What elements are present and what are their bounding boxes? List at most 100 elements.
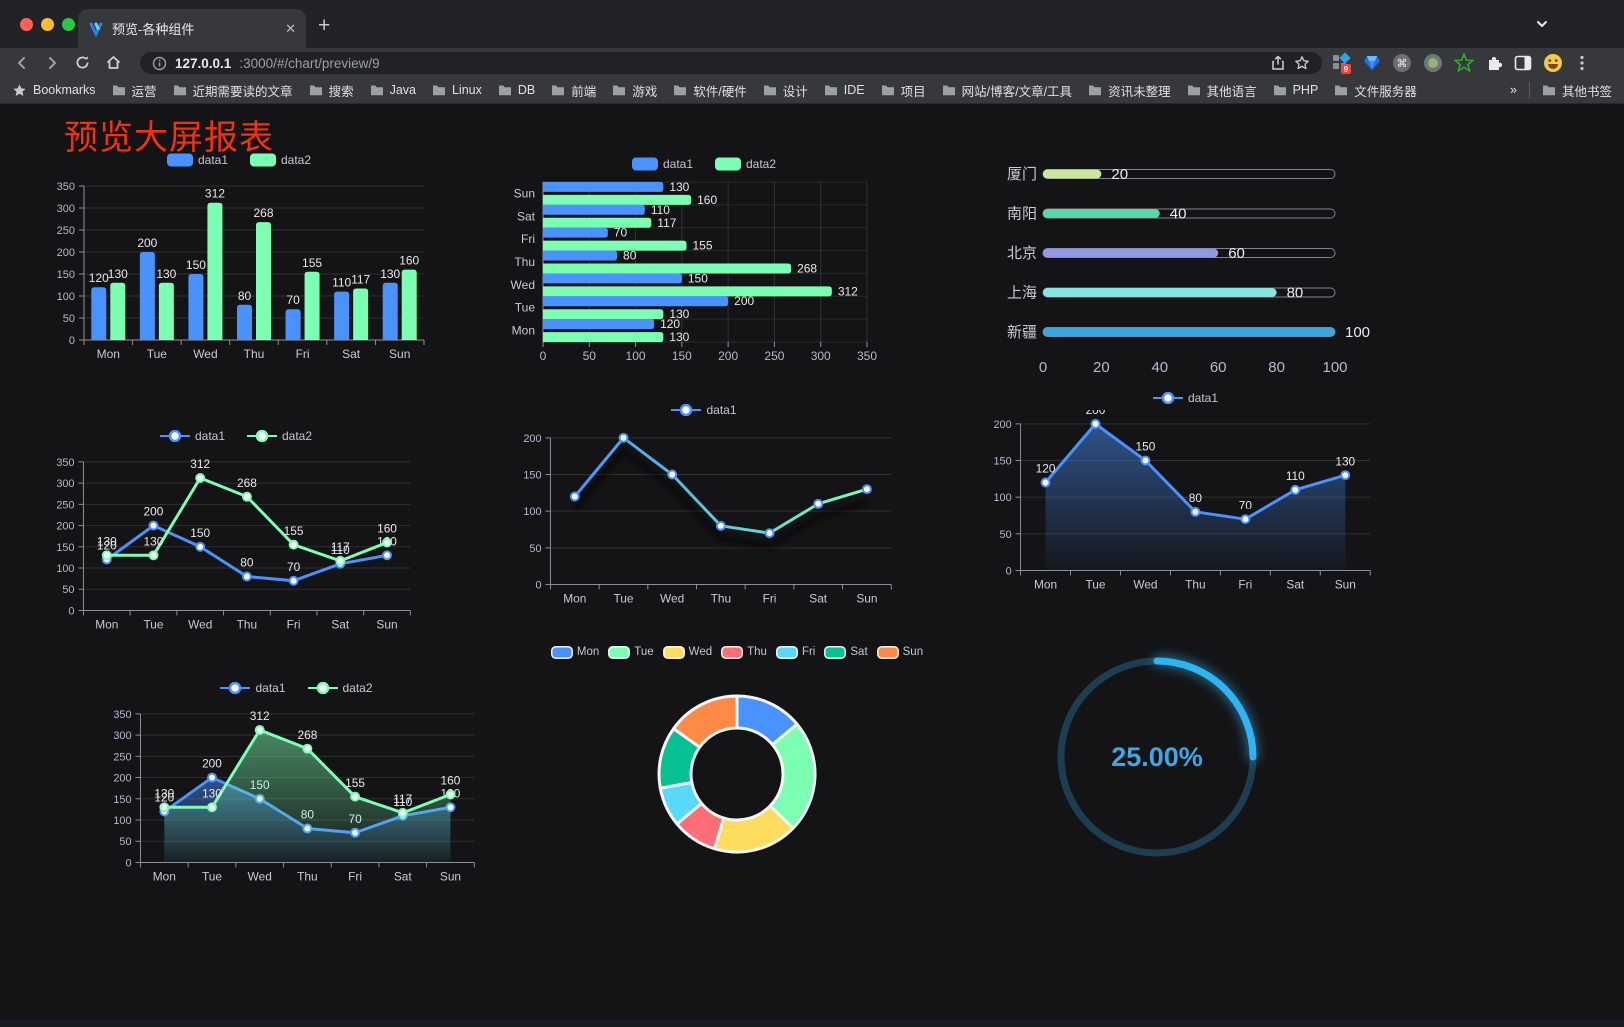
line-chart[interactable]: data1 data2 0 50 100 150 200 250 300 350 Mon Tue Wed…	[46, 424, 426, 638]
legend-item-data1[interactable]: data1	[220, 681, 286, 695]
legend-item-Sat[interactable]: Sat	[824, 645, 868, 659]
bookmark-item[interactable]: PHP	[1273, 83, 1318, 97]
legend-item-data1[interactable]: data1	[671, 403, 737, 417]
bookmark-item[interactable]: 近期需要读的文章	[173, 81, 293, 100]
side-panel-icon[interactable]	[1514, 55, 1532, 71]
bookmark-item[interactable]: 搜索	[309, 81, 354, 100]
svg-text:312: 312	[190, 457, 210, 471]
legend-item-data2[interactable]: data2	[247, 429, 312, 443]
tab-chevron-icon[interactable]	[1534, 16, 1550, 32]
home-icon[interactable]	[105, 54, 122, 71]
record-circle-icon[interactable]	[1423, 53, 1443, 73]
svg-text:50: 50	[529, 543, 541, 555]
svg-text:100: 100	[1345, 324, 1370, 341]
svg-text:150: 150	[190, 526, 210, 540]
double-area-line-chart[interactable]: data1 data2 0 50 100 150 200 250 300 350 Mon Tue Wed…	[103, 676, 490, 890]
share-icon[interactable]	[1270, 55, 1286, 71]
bookmark-item[interactable]: 运营	[112, 81, 157, 100]
legend-item-data2[interactable]: data2	[715, 157, 776, 171]
legend-item-data2[interactable]: data2	[250, 153, 311, 167]
legend-item-data1[interactable]: data1	[159, 429, 225, 443]
area-line-chart[interactable]: data1 0 50 100 150 200 Mon Tue Wed Thu Fri Sat Sun 12…	[983, 386, 1388, 598]
legend-item-Fri[interactable]: Fri	[775, 645, 815, 659]
extensions-row: 9 ⌘	[1332, 48, 1590, 77]
forward-icon[interactable]	[44, 55, 60, 71]
back-icon[interactable]	[14, 55, 30, 71]
legend-item-Tue[interactable]: Tue	[608, 645, 654, 659]
legend-item-data2[interactable]: data2	[307, 681, 373, 695]
horizontal-bar-chart[interactable]: data1 data2 0 50 100 150 200 250 300 350 Sun 130 160…	[503, 152, 905, 368]
svg-text:20: 20	[1111, 166, 1128, 183]
site-info-icon[interactable]	[152, 56, 167, 71]
command-circle-icon[interactable]: ⌘	[1392, 53, 1412, 73]
reload-icon[interactable]	[74, 54, 91, 71]
svg-text:20: 20	[1093, 359, 1110, 376]
gauge-chart[interactable]: 25.00%	[1048, 645, 1266, 869]
gem-icon[interactable]	[1363, 55, 1381, 71]
svg-text:50: 50	[63, 313, 75, 325]
bookmark-item[interactable]: 软件/硬件	[673, 81, 747, 100]
bookmark-item[interactable]: IDE	[824, 83, 865, 97]
bookmark-star-icon[interactable]	[1294, 55, 1310, 71]
svg-text:40: 40	[1151, 359, 1168, 376]
bookmark-item[interactable]: 网站/博客/文章/工具	[942, 81, 1072, 100]
bookmark-item[interactable]: 其他语言	[1187, 81, 1257, 100]
svg-text:60: 60	[1210, 359, 1227, 376]
svg-text:Thu: Thu	[244, 347, 265, 361]
bar-chart[interactable]: data1 data2 0 50 100 150 200 250 300 350 Mon Tue Wed…	[48, 148, 430, 366]
emoji-face-icon[interactable]	[1543, 53, 1563, 73]
svg-text:200: 200	[1086, 410, 1106, 417]
url-bar[interactable]: 127.0.0.1:3000/#/chart/preview/9	[140, 52, 1322, 74]
bookmark-item[interactable]: 文件服务器	[1334, 81, 1417, 100]
tampermonkey-icon[interactable]: 9	[1332, 51, 1352, 74]
svg-text:80: 80	[623, 249, 637, 263]
window-zoom-button[interactable]	[62, 18, 75, 31]
new-tab-button[interactable]: +	[318, 14, 331, 37]
other-bookmarks-folder[interactable]: 其他书签	[1542, 81, 1612, 100]
bookmark-item[interactable]: DB	[498, 83, 535, 97]
legend-item-Thu[interactable]: Thu	[721, 645, 767, 659]
svg-text:Thu: Thu	[1185, 577, 1205, 591]
donut-chart[interactable]: Mon Tue Wed Thu Fri Sat Sun	[550, 640, 923, 874]
svg-text:0: 0	[540, 349, 547, 363]
menu-kebab-icon[interactable]	[1574, 54, 1590, 72]
bookmarks-overflow-chevron[interactable]: »	[1510, 83, 1517, 97]
legend-item-data1[interactable]: data1	[166, 153, 228, 167]
bookmark-item[interactable]: 项目	[881, 81, 926, 100]
window-titlebar: 预览-各种组件 ✕ +	[0, 0, 1624, 48]
svg-text:155: 155	[284, 524, 304, 538]
folder-icon	[674, 85, 687, 96]
bookmark-item[interactable]: 设计	[763, 81, 808, 100]
svg-text:80: 80	[1189, 491, 1203, 505]
svg-text:Tue: Tue	[143, 617, 163, 631]
tab-close-icon[interactable]: ✕	[285, 20, 296, 36]
gradient-line-chart[interactable]: data1 0 50 100 150 200 Mon Tue Wed Thu Fri Sat Sun	[503, 398, 905, 612]
bookmark-item[interactable]: 游戏	[612, 81, 657, 100]
legend-item-Mon[interactable]: Mon	[550, 645, 599, 659]
green-star-icon[interactable]	[1454, 52, 1474, 73]
svg-text:70: 70	[1239, 498, 1253, 512]
legend-item-data1[interactable]: data1	[631, 157, 693, 171]
svg-text:0: 0	[69, 335, 75, 347]
extensions-puzzle-icon[interactable]	[1485, 54, 1503, 72]
bookmark-item[interactable]: Linux	[432, 83, 482, 97]
window-close-button[interactable]	[20, 18, 33, 31]
svg-text:312: 312	[205, 187, 225, 201]
svg-text:Thu: Thu	[711, 591, 731, 605]
legend-item-data1[interactable]: data1	[1152, 391, 1218, 405]
bookmark-item[interactable]: 资讯未整理	[1088, 81, 1171, 100]
svg-text:250: 250	[113, 751, 131, 763]
svg-text:130: 130	[669, 180, 689, 194]
legend-item-Wed[interactable]: Wed	[662, 645, 712, 659]
bookmarks-star-item[interactable]: Bookmarks	[12, 83, 96, 98]
bookmark-item[interactable]: Java	[370, 83, 416, 97]
legend-item-Sun[interactable]: Sun	[876, 645, 923, 659]
tab-favicon-icon	[88, 21, 104, 37]
bookmark-item[interactable]: 前端	[551, 81, 596, 100]
svg-text:117: 117	[351, 273, 370, 287]
progress-chart[interactable]: 厦门 20 南阳 40 北京 60 上海 80 新疆 100 0 20 40 60 80 100	[993, 158, 1393, 386]
svg-text:Sat: Sat	[517, 209, 536, 223]
browser-tab[interactable]: 预览-各种组件 ✕	[78, 9, 306, 48]
svg-text:Sun: Sun	[856, 591, 877, 605]
window-minimize-button[interactable]	[41, 18, 54, 31]
